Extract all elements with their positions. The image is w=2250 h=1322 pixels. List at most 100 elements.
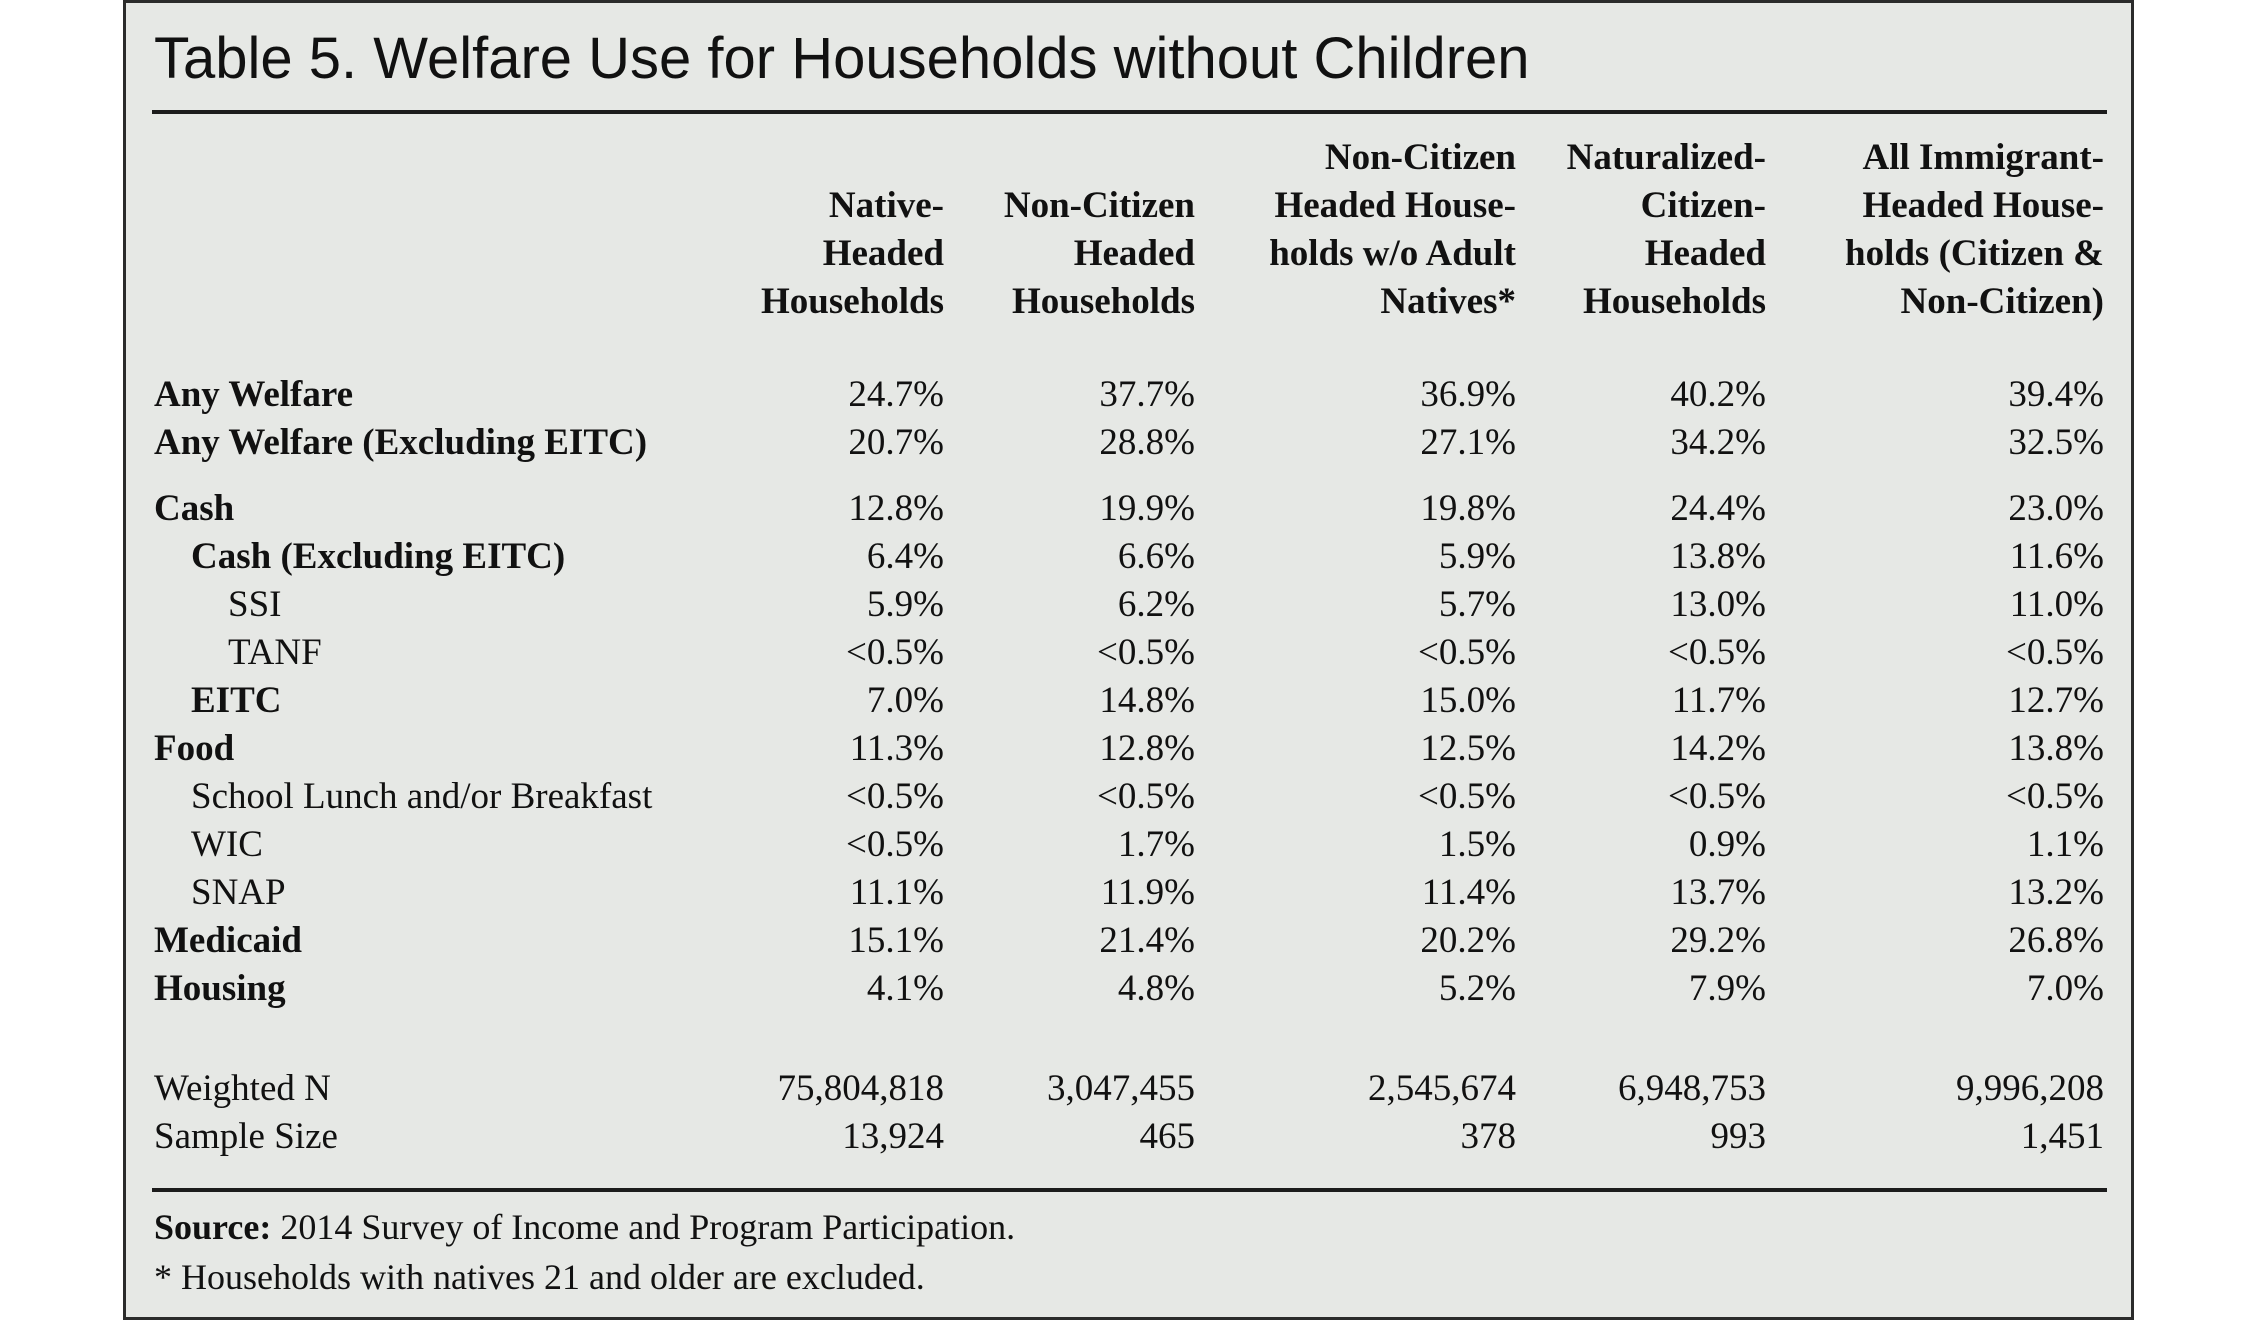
row-label: Cash	[154, 488, 235, 529]
table-cell: 32.5%	[2008, 422, 2104, 463]
table-cell: 12.8%	[1099, 728, 1195, 769]
table-cell: 7.9%	[1688, 968, 1766, 1009]
table-cell: 11.1%	[849, 872, 944, 913]
row-label: Medicaid	[154, 920, 302, 961]
table-cell: 1.7%	[1117, 824, 1195, 865]
table-cell: 14.8%	[1099, 680, 1195, 721]
table-cell: 13,924	[842, 1116, 944, 1157]
table-cell: 4.8%	[1117, 968, 1195, 1009]
table-cell: <0.5%	[1668, 632, 1766, 673]
column-header: Non-Citizen Headed House- holds w/o Adul…	[1269, 137, 1516, 322]
column-header: All Immigrant- Headed House- holds (Citi…	[1845, 137, 2104, 322]
table-cell: 6.2%	[1117, 584, 1195, 625]
table-cell: <0.5%	[1097, 776, 1195, 817]
table-cell: <0.5%	[1668, 776, 1766, 817]
table-row: EITC 7.0% 14.8% 15.0% 11.7% 12.7%	[126, 677, 2131, 725]
table-cell: 20.7%	[848, 422, 944, 463]
table-cell: 5.7%	[1438, 584, 1516, 625]
table-cell: 13.8%	[1670, 536, 1766, 577]
source-text: 2014 Survey of Income and Program Partic…	[271, 1207, 1016, 1247]
row-label: TANF	[228, 632, 322, 673]
table-row: Any Welfare (Excluding EITC) 20.7% 28.8% 27…	[126, 419, 2131, 467]
table-cell: 20.2%	[1420, 920, 1516, 961]
table-cell: 11.4%	[1421, 872, 1516, 913]
table-cell: 36.9%	[1420, 374, 1516, 415]
table-cell: 993	[1710, 1116, 1767, 1157]
table-cell: 15.0%	[1420, 680, 1516, 721]
table-cell: <0.5%	[1418, 776, 1516, 817]
table-cell: 11.7%	[1671, 680, 1766, 721]
table-cell: 37.7%	[1099, 374, 1195, 415]
table-row: WIC <0.5% 1.7% 1.5% 0.9% 1.1%	[126, 821, 2131, 869]
table-title: Table 5. Welfare Use for Households with…	[154, 26, 1530, 91]
table-cell: 6.6%	[1117, 536, 1195, 577]
table-cell: 465	[1139, 1116, 1196, 1157]
footnote: * Households with natives 21 and older a…	[154, 1257, 925, 1297]
row-label: Sample Size	[154, 1116, 338, 1157]
table-cell: 0.9%	[1688, 824, 1766, 865]
table-cell: 7.0%	[2026, 968, 2104, 1009]
row-label: Food	[154, 728, 235, 769]
table-row: SNAP 11.1% 11.9% 11.4% 13.7% 13.2%	[126, 869, 2131, 917]
table-cell: 7.0%	[866, 680, 944, 721]
table-row: Medicaid 15.1% 21.4% 20.2% 29.2% 26.8%	[126, 917, 2131, 965]
table-cell: 378	[1460, 1116, 1517, 1157]
footer-rule	[152, 1188, 2107, 1192]
table-cell: 21.4%	[1099, 920, 1195, 961]
table-cell: <0.5%	[846, 824, 944, 865]
row-label: SSI	[228, 584, 282, 625]
table-cell: 5.9%	[866, 584, 944, 625]
table-cell: 5.9%	[1438, 536, 1516, 577]
table-cell: <0.5%	[1097, 632, 1195, 673]
table-cell: <0.5%	[1418, 632, 1516, 673]
table-cell: 12.7%	[2008, 680, 2104, 721]
row-label: SNAP	[191, 872, 286, 913]
table-cell: 19.8%	[1420, 488, 1516, 529]
table-row: School Lunch and/or Breakfast <0.5% <0.5% <…	[126, 773, 2131, 821]
column-header: Non-Citizen Headed Households	[1003, 185, 1195, 322]
row-label: Any Welfare (Excluding EITC)	[154, 422, 648, 463]
table-cell: 13.8%	[2008, 728, 2104, 769]
table-cell: 3,047,455	[1047, 1068, 1195, 1109]
table-cell: 6.4%	[866, 536, 944, 577]
table-cell: 13.2%	[2008, 872, 2104, 913]
row-label: Any Welfare	[154, 374, 354, 415]
table-cell: 34.2%	[1670, 422, 1766, 463]
table-cell: 1.5%	[1438, 824, 1516, 865]
table-row: Housing 4.1% 4.8% 5.2% 7.9% 7.0%	[126, 965, 2131, 1013]
table-cell: 9,996,208	[1956, 1068, 2104, 1109]
table-row: Weighted N 75,804,818 3,047,455 2,545,674 6,…	[126, 1065, 2131, 1113]
table-cell: 24.4%	[1670, 488, 1766, 529]
table-cell: <0.5%	[846, 632, 944, 673]
table-cell: 24.7%	[848, 374, 944, 415]
table-cell: 39.4%	[2008, 374, 2104, 415]
table-cell: 19.9%	[1099, 488, 1195, 529]
table-cell: 27.1%	[1420, 422, 1516, 463]
table-cell: <0.5%	[2006, 632, 2104, 673]
table-cell: 5.2%	[1438, 968, 1516, 1009]
row-label: Weighted N	[154, 1068, 331, 1109]
table-cell: 11.9%	[1100, 872, 1195, 913]
table-cell: 11.0%	[2009, 584, 2104, 625]
table-cell: 26.8%	[2008, 920, 2104, 961]
table-cell: 14.2%	[1670, 728, 1766, 769]
table-cell: 29.2%	[1670, 920, 1766, 961]
table-cell: 28.8%	[1099, 422, 1195, 463]
source-line: Source: 2014 Survey of Income and Progra…	[154, 1203, 1015, 1251]
title-rule	[152, 110, 2107, 114]
column-header: Naturalized- Citizen- Headed Households	[1566, 137, 1766, 322]
table-row: Sample Size 13,924 465 378 993 1,451	[126, 1113, 2131, 1161]
table-cell: 15.1%	[848, 920, 944, 961]
table-cell: 23.0%	[2008, 488, 2104, 529]
table-cell: 11.3%	[849, 728, 944, 769]
table-row: SSI 5.9% 6.2% 5.7% 13.0% 11.0%	[126, 581, 2131, 629]
table-cell: 75,804,818	[777, 1068, 945, 1109]
table-cell: 2,545,674	[1368, 1068, 1516, 1109]
table-row: Any Welfare 24.7% 37.7% 36.9% 40.2% 39.4%	[126, 371, 2131, 419]
table-cell: 4.1%	[866, 968, 944, 1009]
row-label: WIC	[191, 824, 263, 865]
row-label: School Lunch and/or Breakfast	[191, 776, 653, 817]
table-panel: Table 5. Welfare Use for Households with…	[123, 0, 2134, 1320]
table-cell: 12.8%	[848, 488, 944, 529]
table-cell: 12.5%	[1420, 728, 1516, 769]
